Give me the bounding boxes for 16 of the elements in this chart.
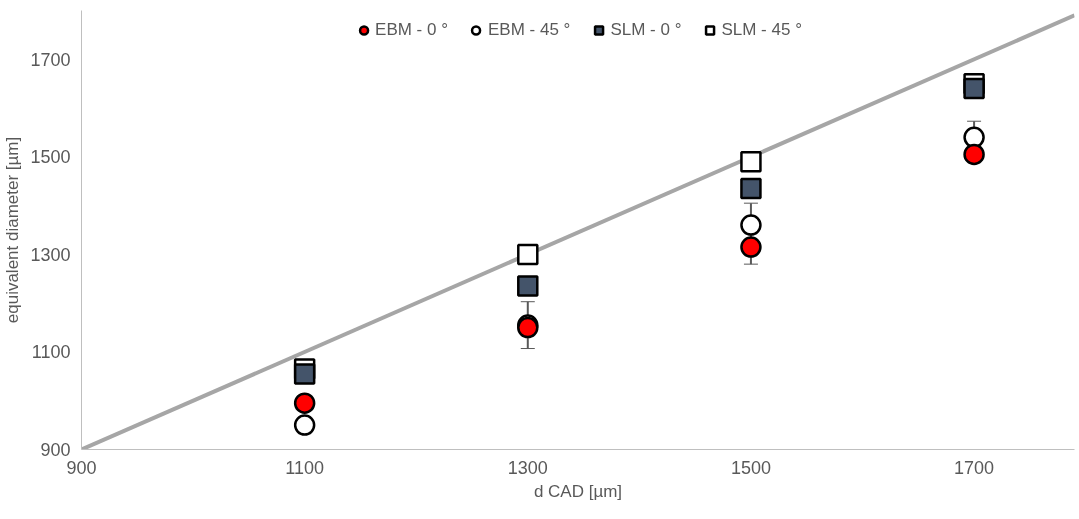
y-tick-label: 900 (40, 440, 71, 460)
x-tick-label: 1300 (507, 457, 548, 478)
y-tick-label: 1700 (30, 49, 71, 70)
x-tick-label: 1100 (285, 457, 325, 478)
y-axis-title: equivalent diameter [µm] (3, 136, 23, 324)
y-tick-label: 1300 (30, 244, 71, 265)
x-tick-label: 1500 (730, 457, 771, 478)
x-tick-label: 900 (66, 457, 97, 478)
legend-label: SLM - 45 ° (721, 20, 802, 40)
legend-label: EBM - 45 ° (488, 20, 571, 40)
y-tick-label: 1500 (30, 147, 71, 168)
legend-label: EBM - 0 ° (375, 20, 448, 40)
legend-label: SLM - 0 ° (610, 20, 682, 40)
x-tick-label: 1700 (954, 457, 995, 478)
x-axis-title: d CAD [µm] (533, 481, 623, 501)
y-tick-label: 1100 (31, 342, 71, 363)
